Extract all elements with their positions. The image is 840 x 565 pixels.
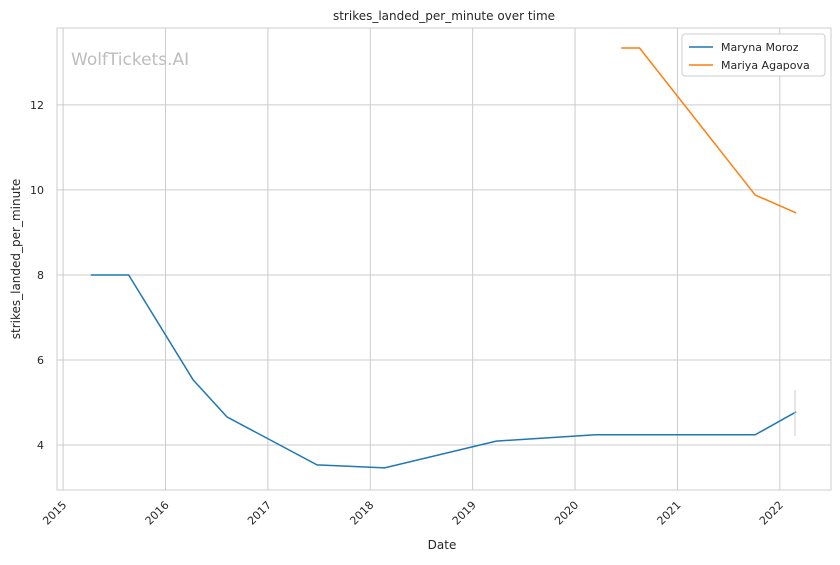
x-tick-label: 2016	[143, 499, 172, 528]
x-tick-label: 2019	[450, 499, 479, 528]
x-tick-label: 2017	[245, 499, 274, 528]
legend-label: Maryna Moroz	[721, 41, 799, 54]
watermark: WolfTickets.AI	[71, 50, 189, 70]
y-tick-label: 4	[37, 439, 44, 452]
x-tick-label: 2018	[347, 499, 376, 528]
x-tick-label: 2021	[655, 499, 684, 528]
series-line-0	[90, 274, 797, 469]
y-tick-label: 8	[37, 269, 44, 282]
legend: Maryna Moroz Mariya Agapova	[681, 33, 826, 77]
legend-label: Mariya Agapova	[721, 59, 810, 72]
x-tick-label: 2020	[552, 499, 581, 528]
x-tick-label: 2022	[757, 499, 786, 528]
series-line-1	[621, 47, 797, 214]
y-tick-label: 12	[30, 99, 44, 112]
x-axis-label: Date	[428, 538, 457, 552]
plot-area	[56, 27, 832, 491]
y-tick-label: 10	[30, 184, 44, 197]
y-tick-label: 6	[37, 354, 44, 367]
grid	[57, 28, 831, 490]
y-axis-label: strikes_landed_per_minute	[9, 179, 23, 340]
x-tick-label: 2015	[40, 499, 69, 528]
chart-title: strikes_landed_per_minute over time	[333, 9, 555, 23]
